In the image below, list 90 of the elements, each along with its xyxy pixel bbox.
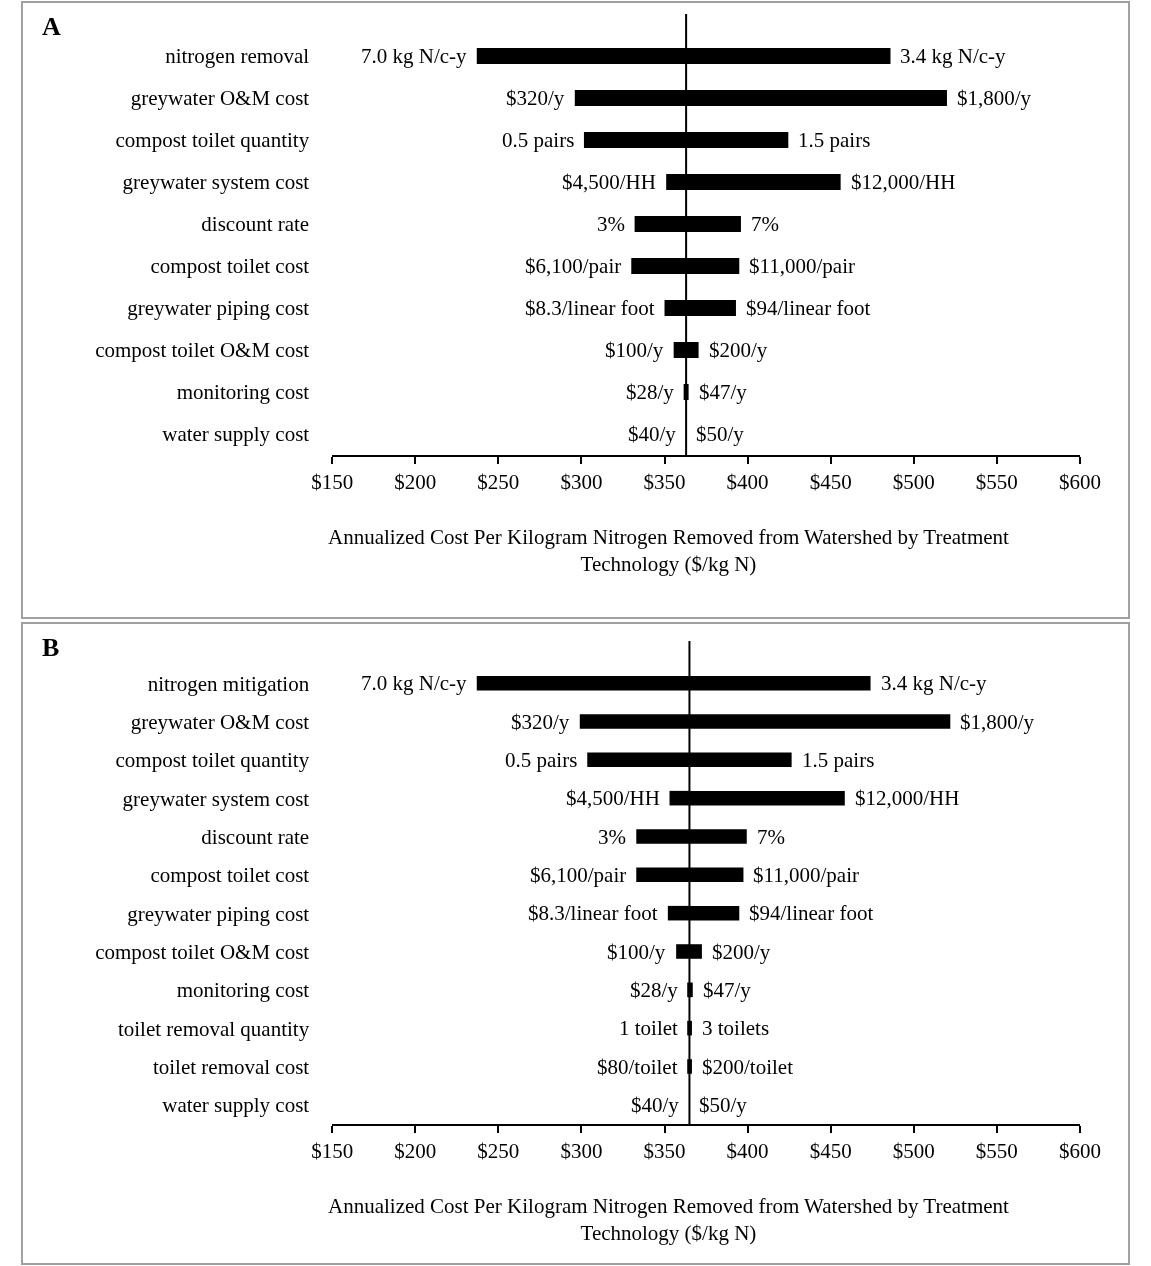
- annotation: $320/y: [506, 86, 565, 110]
- annotation: $200/y: [712, 940, 771, 964]
- annotation: 1.5 pairs: [802, 748, 875, 772]
- annotation: $40/y: [628, 422, 677, 446]
- x-tick-label: $350: [643, 470, 686, 495]
- x-tick-label: $300: [560, 470, 603, 495]
- y-tick-label: monitoring cost: [176, 978, 310, 1003]
- x-tick-label: $600: [1058, 470, 1101, 495]
- annotation: $6,100/pair: [530, 863, 627, 887]
- annotation: $200/y: [709, 338, 768, 362]
- annotation: 7.0 kg N/c-y: [361, 44, 468, 68]
- annotation: 3.4 kg N/c-y: [900, 44, 1007, 68]
- annotation: $1,800/y: [960, 710, 1035, 734]
- annotation: $40/y: [631, 1093, 680, 1117]
- annotation: $100/y: [605, 338, 664, 362]
- y-tick-label: compost toilet cost: [150, 863, 310, 888]
- annotation: $11,000/pair: [749, 254, 855, 278]
- y-tick-label: compost toilet O&M cost: [95, 939, 310, 964]
- y-tick-label: greywater piping cost: [127, 296, 310, 321]
- annotation: $1,800/y: [957, 86, 1032, 110]
- x-tick-label: $600: [1058, 1139, 1101, 1164]
- annotation: $50/y: [696, 422, 745, 446]
- x-tick-label: $550: [975, 470, 1018, 495]
- y-tick-label: monitoring cost: [176, 380, 310, 405]
- annotation: $94/linear foot: [746, 296, 871, 320]
- annotation: $80/toilet: [597, 1055, 678, 1079]
- x-tick-label: $250: [477, 470, 520, 495]
- annotation: $12,000/HH: [851, 170, 956, 194]
- y-tick-label: discount rate: [201, 212, 310, 237]
- annotation: 3.4 kg N/c-y: [881, 671, 988, 695]
- y-tick-label: discount rate: [201, 824, 310, 849]
- text: A: [42, 12, 61, 41]
- y-tick-label: greywater O&M cost: [130, 86, 310, 111]
- text: B: [42, 633, 60, 662]
- y-tick-label: compost toilet O&M cost: [95, 338, 310, 363]
- annotation: $50/y: [699, 1093, 748, 1117]
- annotation: $47/y: [703, 978, 752, 1002]
- y-tick-label: greywater system cost: [122, 786, 310, 811]
- x-tick-label: $500: [892, 1139, 935, 1164]
- y-tick-label: greywater O&M cost: [130, 709, 310, 734]
- y-tick-label: compost toilet cost: [150, 254, 310, 279]
- annotation: 7%: [751, 212, 779, 236]
- x-tick-label: $350: [643, 1139, 686, 1164]
- annotation: $28/y: [630, 978, 679, 1002]
- annotation: $8.3/linear foot: [528, 901, 658, 925]
- annotation: $4,500/HH: [562, 170, 656, 194]
- annotation: 3%: [597, 212, 625, 236]
- x-tick-label: $300: [560, 1139, 603, 1164]
- x-tick-label: $500: [892, 470, 935, 495]
- y-tick-label: water supply cost: [162, 422, 310, 447]
- x-tick-label: $200: [394, 470, 437, 495]
- annotation: $100/y: [607, 940, 666, 964]
- annotation: 3 toilets: [702, 1016, 770, 1040]
- x-tick-label: $150: [311, 1139, 354, 1164]
- annotation: 7.0 kg N/c-y: [361, 671, 468, 695]
- y-tick-label: compost toilet quantity: [115, 128, 310, 153]
- annotation: $28/y: [626, 380, 675, 404]
- y-tick-label: compost toilet quantity: [115, 748, 310, 773]
- x-tick-label: $450: [809, 470, 852, 495]
- annotation: 1 toilet: [619, 1016, 679, 1040]
- annotation: $12,000/HH: [855, 786, 960, 810]
- annotation: 1.5 pairs: [798, 128, 871, 152]
- annotation: 3%: [598, 825, 626, 849]
- x-axis-title: Annualized Cost Per Kilogram Nitrogen Removed from Watershed by Treatment Technology ($/kg N): [328, 525, 1010, 577]
- y-tick-label: water supply cost: [162, 1093, 310, 1118]
- y-tick-label: nitrogen mitigation: [147, 671, 310, 696]
- annotation: $8.3/linear foot: [525, 296, 655, 320]
- x-tick-label: $550: [975, 1139, 1018, 1164]
- annotation: $11,000/pair: [753, 863, 859, 887]
- x-tick-label: $400: [726, 470, 769, 495]
- y-tick-label: nitrogen removal: [165, 44, 310, 69]
- y-tick-label: greywater system cost: [122, 170, 310, 195]
- annotation: $6,100/pair: [525, 254, 622, 278]
- annotation: 7%: [757, 825, 785, 849]
- annotation: $94/linear foot: [749, 901, 874, 925]
- x-tick-label: $250: [477, 1139, 520, 1164]
- annotation: $320/y: [511, 710, 570, 734]
- annotation: 0.5 pairs: [502, 128, 575, 152]
- x-tick-label: $150: [311, 470, 354, 495]
- annotation: $47/y: [699, 380, 748, 404]
- y-tick-label: toilet removal cost: [152, 1054, 310, 1079]
- y-tick-label: toilet removal quantity: [117, 1016, 310, 1041]
- x-tick-label: $450: [809, 1139, 852, 1164]
- x-tick-label: $400: [726, 1139, 769, 1164]
- x-tick-label: $200: [394, 1139, 437, 1164]
- x-axis-title: Annualized Cost Per Kilogram Nitrogen Removed from Watershed by Treatment Technology ($/kg N): [328, 1194, 1010, 1246]
- y-tick-label: greywater piping cost: [127, 901, 310, 926]
- annotation: $200/toilet: [702, 1055, 794, 1079]
- annotation: 0.5 pairs: [505, 748, 578, 772]
- annotation: $4,500/HH: [566, 786, 660, 810]
